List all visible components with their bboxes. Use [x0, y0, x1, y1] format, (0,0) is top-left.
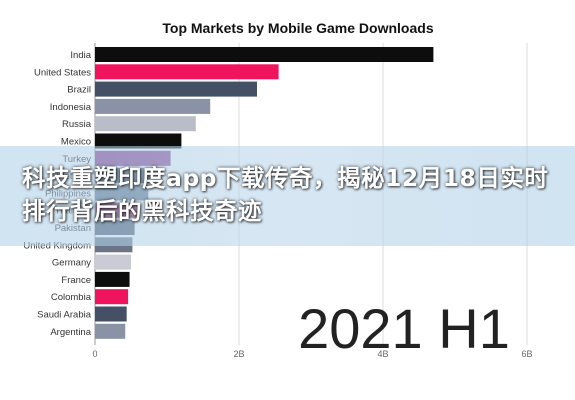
category-label: Saudi Arabia — [37, 310, 92, 321]
overlay-headline: 科技重塑印度app下载传奇，揭秘12月18日实时排行背后的黑科技奇迹 — [22, 164, 549, 225]
bar-saudi-arabia — [95, 306, 127, 322]
x-axis-ticks: 0 2B 4B 6B — [92, 349, 532, 359]
x-tick-label: 4B — [377, 349, 388, 359]
x-tick-label: 6B — [521, 349, 532, 359]
category-label: United States — [34, 67, 91, 78]
category-label: Germany — [52, 258, 91, 269]
category-label: Mexico — [61, 137, 91, 148]
bar-argentina — [95, 323, 126, 339]
overlay-banner — [0, 146, 575, 246]
category-label: France — [61, 275, 91, 286]
bar-germany — [95, 254, 131, 270]
bar-india — [95, 47, 434, 62]
bar-russia — [95, 116, 196, 132]
category-label: Indonesia — [50, 102, 92, 113]
category-label: Argentina — [50, 327, 91, 338]
bar-colombia — [95, 289, 129, 305]
bar-united-states — [95, 64, 279, 80]
category-label: Russia — [62, 119, 92, 130]
bar-brazil — [95, 81, 257, 97]
x-tick-label: 0 — [92, 349, 97, 359]
bar-indonesia — [95, 98, 211, 114]
category-label: Colombia — [51, 292, 92, 303]
bar-france — [95, 271, 130, 287]
period-label: 2021 H1 — [298, 297, 510, 360]
category-label: India — [70, 50, 91, 61]
x-tick-label: 2B — [233, 349, 244, 359]
category-label: Brazil — [67, 85, 91, 96]
chart-title: Top Markets by Mobile Game Downloads — [162, 20, 433, 36]
bar-mexico — [95, 133, 182, 149]
